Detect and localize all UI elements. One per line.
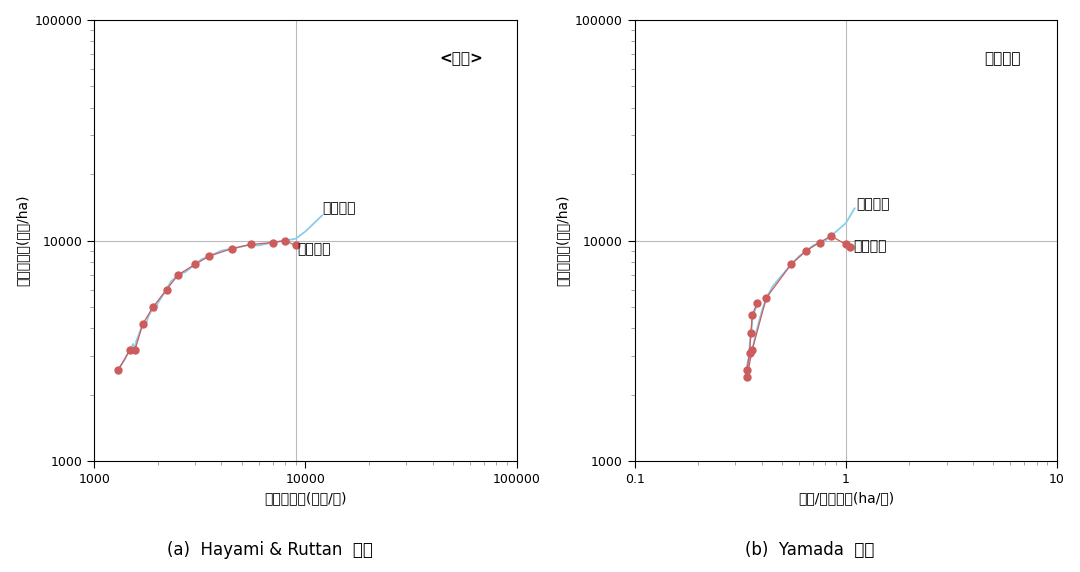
Text: 경종부문: 경종부문 <box>853 240 887 253</box>
X-axis label: 토지/노동비율(ha/인): 토지/노동비율(ha/인) <box>798 491 894 506</box>
X-axis label: 노동생산성(천원/인): 노동생산성(천원/인) <box>265 491 347 506</box>
Text: 경종부문: 경종부문 <box>298 242 332 256</box>
Text: (a)  Hayami & Ruttan  경로: (a) Hayami & Ruttan 경로 <box>167 541 373 559</box>
Text: 농업전체: 농업전체 <box>322 201 355 215</box>
Text: 〈경북〉: 〈경북〉 <box>984 51 1021 66</box>
Y-axis label: 토지생산성(천원/ha): 토지생산성(천원/ha) <box>555 195 569 287</box>
Text: (b)  Yamada  경로: (b) Yamada 경로 <box>745 541 875 559</box>
Y-axis label: 토지생산성(천원/ha): 토지생산성(천원/ha) <box>15 195 29 287</box>
Text: <경북>: <경북> <box>440 51 484 66</box>
Text: 농업전체: 농업전체 <box>856 197 890 211</box>
